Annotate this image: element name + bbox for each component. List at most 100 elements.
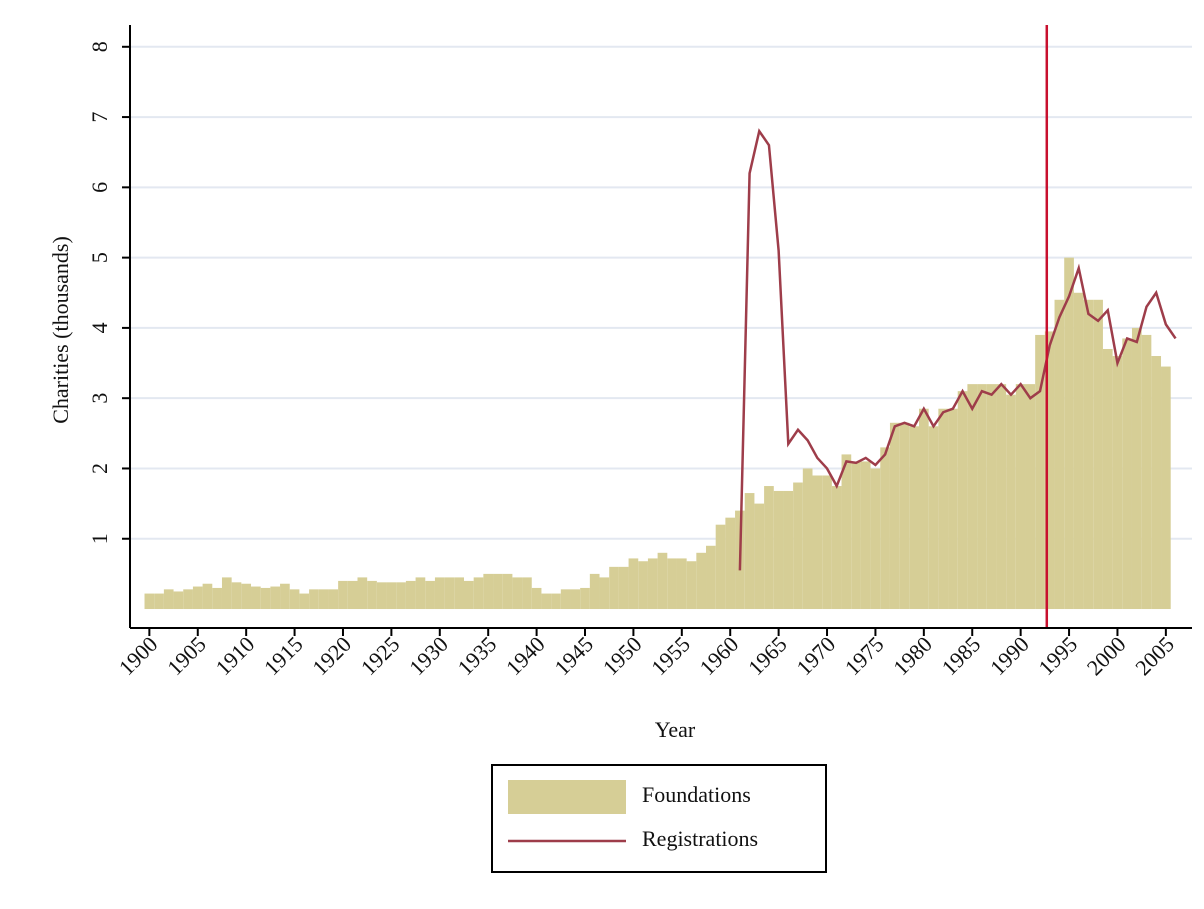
bar xyxy=(957,391,968,610)
bar xyxy=(154,593,164,610)
bar xyxy=(880,447,890,610)
x-tick-label: 1995 xyxy=(1033,631,1082,680)
x-tick-label: 1980 xyxy=(888,631,937,680)
bar xyxy=(1025,384,1036,610)
legend-label: Registrations xyxy=(642,826,758,851)
bar xyxy=(221,577,232,610)
bar xyxy=(647,558,658,610)
bar xyxy=(560,589,571,610)
x-tick-label: 1930 xyxy=(404,631,453,680)
bar xyxy=(909,426,919,610)
bar xyxy=(1102,348,1113,610)
bar xyxy=(667,558,677,610)
bar xyxy=(386,582,397,610)
bar xyxy=(444,577,455,610)
bar xyxy=(270,586,281,610)
bar xyxy=(318,589,329,610)
bar xyxy=(463,580,474,610)
bar xyxy=(415,577,426,610)
y-axis-label: Charities (thousands) xyxy=(48,236,73,424)
x-tick-label: 1910 xyxy=(210,631,259,680)
bar xyxy=(405,580,416,610)
bar xyxy=(1035,334,1045,610)
bar xyxy=(202,583,213,610)
bar xyxy=(618,566,629,610)
bar xyxy=(948,408,958,610)
bar xyxy=(241,583,252,610)
bar xyxy=(725,517,736,610)
bar xyxy=(251,586,261,610)
bar xyxy=(822,475,832,610)
bar xyxy=(1083,299,1094,610)
bar xyxy=(309,589,319,610)
bar xyxy=(589,573,600,610)
bar xyxy=(706,545,716,610)
bar xyxy=(280,583,290,610)
bar xyxy=(918,408,929,610)
bar xyxy=(570,589,581,610)
bar xyxy=(938,408,949,610)
bar xyxy=(580,587,590,610)
x-tick-label: 1905 xyxy=(162,631,211,680)
y-tick-label: 1 xyxy=(87,533,112,544)
bar xyxy=(434,577,445,610)
y-tick-label: 5 xyxy=(87,252,112,263)
bar xyxy=(773,490,784,610)
bar xyxy=(551,593,561,610)
bar xyxy=(657,552,668,610)
x-tick-label: 1915 xyxy=(259,631,308,680)
bar xyxy=(299,593,310,610)
bar xyxy=(754,503,765,610)
x-tick-label: 1960 xyxy=(695,631,744,680)
bar xyxy=(986,384,997,610)
bar xyxy=(512,577,523,610)
y-tick-label: 3 xyxy=(87,393,112,404)
x-tick-label: 1920 xyxy=(307,631,356,680)
bar xyxy=(1122,338,1132,610)
bar xyxy=(357,577,368,610)
y-tick-label: 6 xyxy=(87,182,112,193)
bar xyxy=(231,582,242,610)
legend-box xyxy=(491,764,827,873)
x-tick-label: 1970 xyxy=(791,631,840,680)
bar xyxy=(376,582,387,610)
bar xyxy=(531,587,542,610)
bar xyxy=(483,573,494,610)
bar xyxy=(628,558,639,610)
x-tick-label: 1900 xyxy=(114,631,163,680)
bar xyxy=(473,577,484,610)
x-tick-label: 2005 xyxy=(1130,631,1179,680)
bar xyxy=(1093,299,1103,610)
x-tick-label: 1965 xyxy=(743,631,792,680)
bar xyxy=(696,552,707,610)
bar xyxy=(347,580,358,610)
y-tick-label: 2 xyxy=(87,463,112,474)
bar xyxy=(454,577,464,610)
x-tick-label: 1955 xyxy=(646,631,695,680)
bar xyxy=(802,468,813,610)
bar xyxy=(764,486,774,610)
bar xyxy=(638,561,648,610)
bar xyxy=(609,566,619,610)
bar xyxy=(493,573,503,610)
bar xyxy=(715,524,726,610)
bar xyxy=(328,589,339,610)
x-tick-label: 1925 xyxy=(356,631,405,680)
bar xyxy=(851,461,861,610)
bar xyxy=(192,586,203,610)
bar xyxy=(1006,394,1016,610)
bar xyxy=(676,558,687,610)
bar xyxy=(144,593,155,610)
x-tick-label: 1990 xyxy=(985,631,1034,680)
bar xyxy=(212,587,222,610)
bar xyxy=(163,589,174,610)
bar xyxy=(996,384,1007,610)
line xyxy=(738,128,1177,571)
bar xyxy=(1131,327,1142,610)
legend-label: Foundations xyxy=(642,782,751,807)
y-tick-label: 8 xyxy=(87,41,112,52)
x-tick-label: 2000 xyxy=(1082,631,1131,680)
bar xyxy=(1141,334,1152,610)
legend-swatch xyxy=(508,780,626,814)
bar xyxy=(793,482,803,610)
